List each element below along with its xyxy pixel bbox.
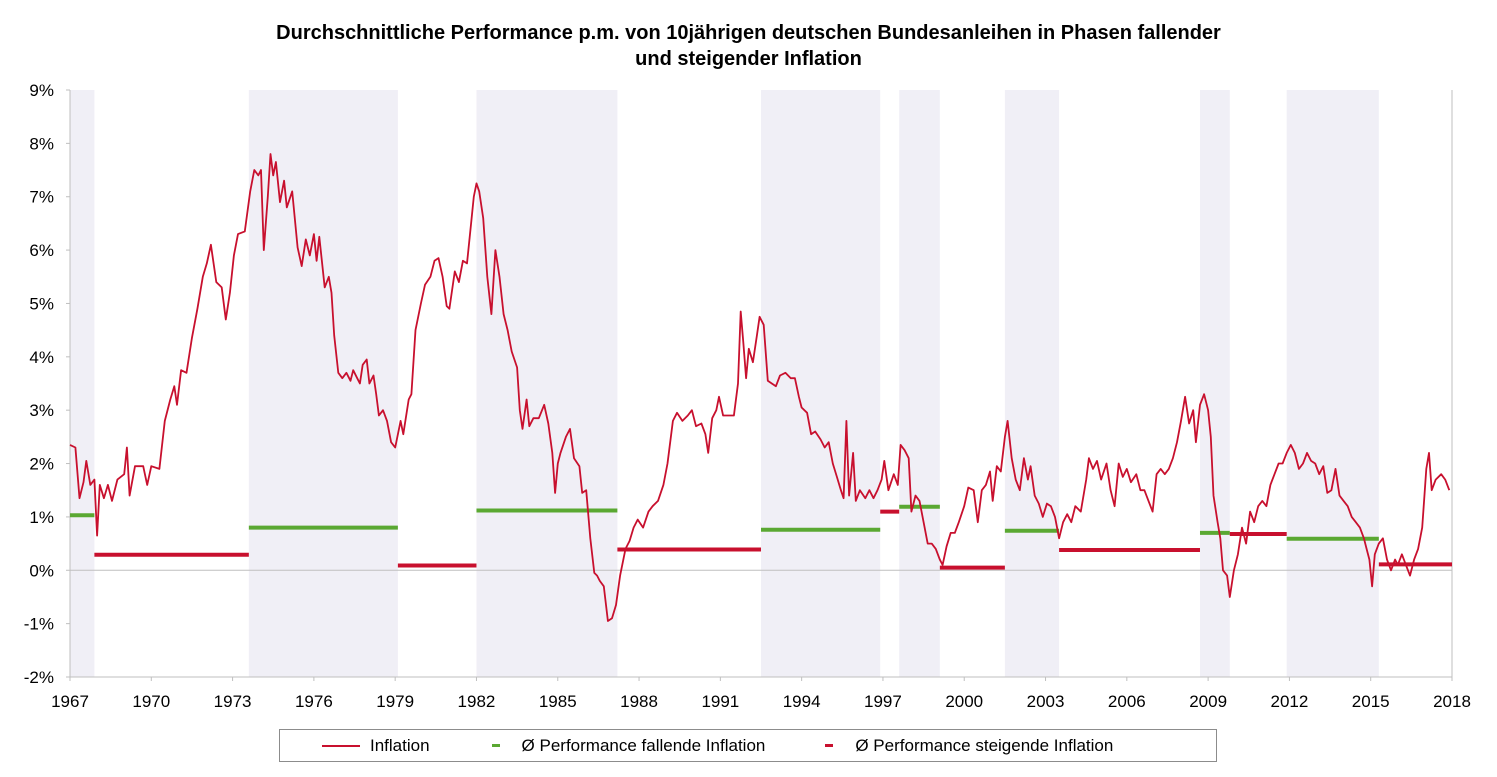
legend-label-inflation: Inflation bbox=[370, 735, 430, 755]
x-tick-label: 2000 bbox=[945, 692, 983, 711]
x-tick-label: 2018 bbox=[1433, 692, 1471, 711]
y-tick-label: -2% bbox=[24, 668, 54, 687]
legend-swatch-rising bbox=[825, 744, 834, 747]
shading-band-5 bbox=[1004, 90, 1060, 677]
y-tick-label: 4% bbox=[29, 348, 54, 367]
performance-bars-group bbox=[70, 504, 1452, 570]
x-tick-label: 2015 bbox=[1352, 692, 1390, 711]
x-tick-label: 1973 bbox=[214, 692, 252, 711]
y-tick-label: 8% bbox=[29, 134, 54, 153]
axes-group: -2% -1% 0% 1% 2% 3% 4% 5% 6% 7% 8% 9% 1967 1970 1973 19… bbox=[24, 81, 1471, 711]
shading-band-2 bbox=[476, 90, 618, 677]
y-tick-label: 9% bbox=[29, 81, 54, 100]
x-tick-label: 1991 bbox=[701, 692, 739, 711]
x-tick-label: 1985 bbox=[539, 692, 577, 711]
inflation-line-group bbox=[69, 153, 1451, 622]
x-tick-label: 1967 bbox=[51, 692, 89, 711]
x-tick-label: 1994 bbox=[783, 692, 821, 711]
y-tick-label: 3% bbox=[29, 401, 54, 420]
chart-title-line-1: Durchschnittliche Performance p.m. von 1… bbox=[276, 22, 1221, 44]
shading-band-1 bbox=[248, 90, 398, 677]
y-tick-label: 2% bbox=[29, 455, 54, 474]
x-tick-label: 2009 bbox=[1189, 692, 1227, 711]
y-tick-label: 6% bbox=[29, 241, 54, 260]
shading-band-3 bbox=[761, 90, 881, 677]
x-tick-label: 1979 bbox=[376, 692, 414, 711]
shading-band-6 bbox=[1199, 90, 1230, 677]
y-tick-label: 7% bbox=[29, 188, 54, 207]
falling-inflation-shading-group bbox=[70, 90, 1379, 677]
inflation-line bbox=[69, 153, 1451, 622]
chart-legend: Inflation Ø Performance fallende Inflati… bbox=[279, 729, 1217, 762]
x-tick-label: 1976 bbox=[295, 692, 333, 711]
x-tick-label: 1988 bbox=[620, 692, 658, 711]
x-tick-label: 2003 bbox=[1027, 692, 1065, 711]
legend-label-rising: Ø Performance steigende Inflation bbox=[855, 735, 1114, 755]
legend-label-falling: Ø Performance fallende Inflation bbox=[521, 735, 766, 755]
legend-swatch-falling bbox=[491, 744, 500, 747]
x-tick-label: 1982 bbox=[458, 692, 496, 711]
y-tick-label: 5% bbox=[29, 294, 54, 313]
y-tick-label: 0% bbox=[29, 561, 54, 580]
y-tick-label: -1% bbox=[24, 615, 54, 634]
x-tick-label: 2006 bbox=[1108, 692, 1146, 711]
shading-band-4 bbox=[899, 90, 940, 677]
x-tick-label: 1997 bbox=[864, 692, 902, 711]
legend-item-falling: Ø Performance fallende Inflation bbox=[491, 735, 766, 756]
shading-band-0 bbox=[70, 90, 95, 677]
legend-swatch-inflation bbox=[322, 744, 360, 747]
x-tick-label: 1970 bbox=[132, 692, 170, 711]
chart-title: Durchschnittliche Performance p.m. von 1… bbox=[0, 20, 1497, 72]
legend-item-rising: Ø Performance steigende Inflation bbox=[825, 736, 1113, 756]
legend-item-inflation: Inflation bbox=[322, 736, 430, 756]
x-tick-label: 2012 bbox=[1270, 692, 1308, 711]
chart-title-line-2: und steigender Inflation bbox=[635, 48, 862, 70]
y-tick-label: 1% bbox=[29, 508, 54, 527]
shading-band-7 bbox=[1286, 90, 1379, 677]
chart-canvas: -2% -1% 0% 1% 2% 3% 4% 5% 6% 7% 8% 9% 1967 1970 1973 19… bbox=[24, 81, 1471, 711]
